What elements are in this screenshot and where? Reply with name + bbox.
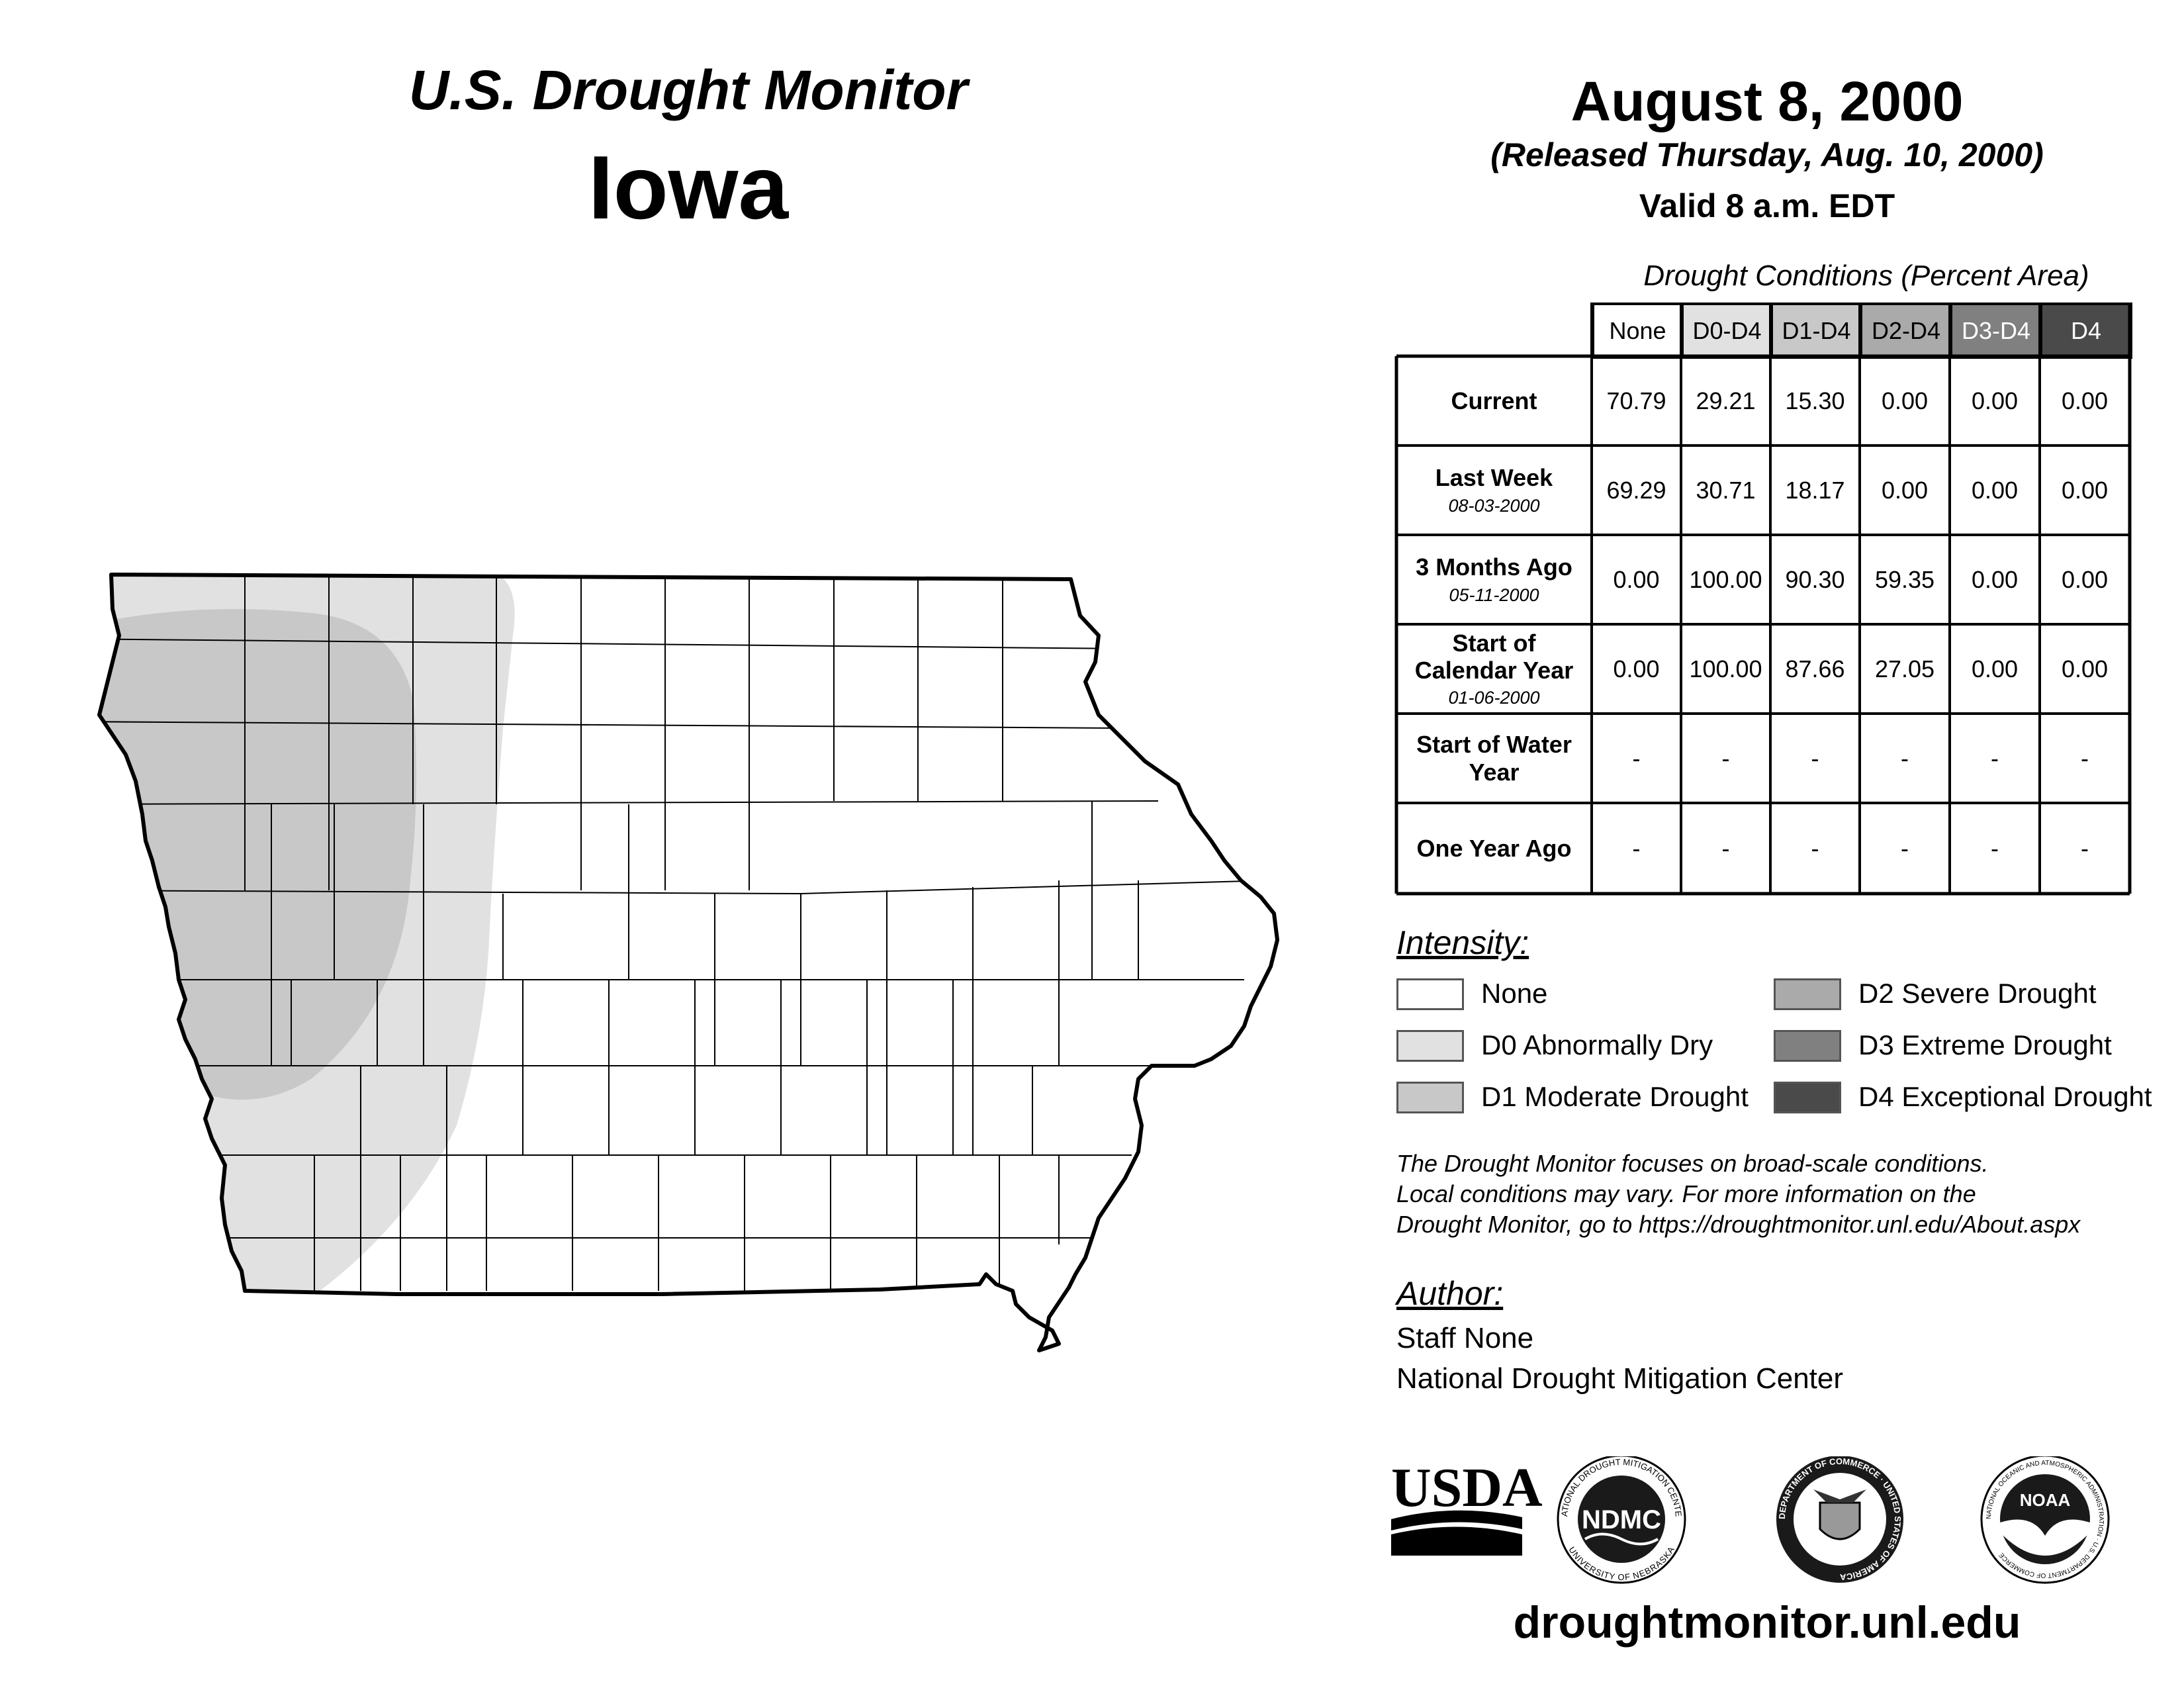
ndmc-text: NDMC <box>1582 1505 1661 1534</box>
iowa-drought-map <box>97 573 1279 1352</box>
table-cell: 0.00 <box>1613 655 1660 682</box>
row-label: Start of Water Year <box>1396 714 1592 803</box>
column-header: D4 <box>2040 303 2132 359</box>
table-cell: - <box>1991 834 1999 862</box>
legend-label: D3 Extreme Drought <box>1858 1029 2112 1060</box>
table-cell: 0.00 <box>1971 655 2019 682</box>
column-header: None <box>1592 303 1684 359</box>
table-cell: - <box>1721 834 1730 862</box>
row-label-text: Start of Calendar Year <box>1414 629 1574 684</box>
row-date: 08-03-2000 <box>1448 495 1540 516</box>
table-cell: 70.79 <box>1606 387 1666 414</box>
table-cell: 0.00 <box>1613 565 1660 593</box>
table-caption: Drought Conditions (Percent Area) <box>1643 259 2089 292</box>
table-cell: 0.00 <box>1971 387 2019 414</box>
table-cell: - <box>1811 744 1819 772</box>
row-label: 3 Months Ago 05-11-2000 <box>1396 535 1592 624</box>
agency-logos: USDA NDMC NATIONAL DROUGHT MITIGATION CE… <box>1391 1456 2110 1584</box>
legend-label: None <box>1481 978 1548 1009</box>
table-cell: 69.29 <box>1606 476 1666 504</box>
row-label: Current <box>1396 356 1592 445</box>
footer-url[interactable]: droughtmonitor.unl.edu <box>1513 1597 2021 1648</box>
note-line: The Drought Monitor focuses on broad-sca… <box>1396 1150 1989 1177</box>
table-cell: 0.00 <box>1881 476 1929 504</box>
table-cell: - <box>1901 744 1909 772</box>
author-org: National Drought Mitigation Center <box>1396 1362 1844 1395</box>
row-label-text: 3 Months Ago <box>1416 553 1572 581</box>
map-date: August 8, 2000 <box>1570 70 1964 132</box>
legend-swatch <box>1396 1030 1464 1062</box>
county-lines <box>99 575 1271 1291</box>
disclaimer-note: The Drought Monitor focuses on broad-sca… <box>1396 1149 2177 1240</box>
legend-swatch <box>1396 1082 1464 1113</box>
row-date: 05-11-2000 <box>1449 585 1539 605</box>
table-cell: 100.00 <box>1689 565 1762 593</box>
note-line: Local conditions may vary. For more info… <box>1396 1180 1976 1207</box>
row-label: Last Week 08-03-2000 <box>1396 445 1592 535</box>
legend-swatch <box>1774 1082 1841 1113</box>
noaa-text: NOAA <box>2020 1490 2071 1510</box>
legend-label: D4 Exceptional Drought <box>1858 1081 2152 1112</box>
table-cell: - <box>1811 834 1819 862</box>
table-cell: 0.00 <box>2061 565 2109 593</box>
table-cell: 87.66 <box>1785 655 1845 682</box>
table-cell: - <box>1632 834 1641 862</box>
legend-label: D2 Severe Drought <box>1858 978 2097 1009</box>
row-label-text: Current <box>1451 387 1537 414</box>
row-date: 01-06-2000 <box>1448 688 1540 708</box>
table-cell: - <box>1901 834 1909 862</box>
row-label-text: One Year Ago <box>1416 834 1572 862</box>
table-cell: 18.17 <box>1785 476 1845 504</box>
table-cell: 15.30 <box>1785 387 1845 414</box>
table-cell: 0.00 <box>1881 387 1929 414</box>
table-cell: 59.35 <box>1874 565 1935 593</box>
release-date: (Released Thursday, Aug. 10, 2000) <box>1490 136 2044 173</box>
table-cell: - <box>1991 744 1999 772</box>
table-cell: 0.00 <box>2061 476 2109 504</box>
table-cell: 90.30 <box>1785 565 1845 593</box>
table-cell: - <box>2081 834 2089 862</box>
note-line: Drought Monitor, go to https://droughtmo… <box>1396 1211 2081 1238</box>
table-cell: 100.00 <box>1689 655 1762 682</box>
noaa-logo: NOAA NATIONAL OCEANIC AND ATMOSPHERIC AD… <box>1980 1456 2110 1584</box>
valid-time: Valid 8 a.m. EDT <box>1639 187 1895 224</box>
table-cell: 30.71 <box>1696 476 1756 504</box>
ndmc-logo: NDMC NATIONAL DROUGHT MITIGATION CENTER … <box>1557 1456 1686 1584</box>
table-grid <box>1394 303 2132 896</box>
author-name: Staff None <box>1396 1322 1534 1354</box>
row-label: Start of Calendar Year 01-06-2000 <box>1396 624 1592 714</box>
iowa-outline <box>97 573 1279 1352</box>
legend-label: D1 Moderate Drought <box>1481 1081 1749 1112</box>
row-label-text: Last Week <box>1435 464 1553 492</box>
table-cell: 0.00 <box>1971 565 2019 593</box>
state-name: Iowa <box>588 137 789 238</box>
usda-wordmark: USDA <box>1391 1457 1543 1519</box>
table-cell: 0.00 <box>2061 655 2109 682</box>
row-label: One Year Ago <box>1396 803 1592 894</box>
column-header: D2-D4 <box>1860 303 1952 359</box>
table-cell: 29.21 <box>1696 387 1756 414</box>
table-cell: - <box>2081 744 2089 772</box>
legend-title: Intensity: <box>1396 924 1529 961</box>
row-label-text: Start of Water Year <box>1416 731 1572 786</box>
table-cell: 27.05 <box>1874 655 1935 682</box>
legend-label: D0 Abnormally Dry <box>1481 1029 1713 1060</box>
legend-swatch <box>1774 1030 1841 1062</box>
table-cell: - <box>1632 744 1641 772</box>
author-heading: Author: <box>1396 1275 1504 1312</box>
legend-swatch <box>1396 978 1464 1010</box>
table-cell: 0.00 <box>2061 387 2109 414</box>
map-title: U.S. Drought Monitor <box>408 59 968 121</box>
table-cell: - <box>1721 744 1730 772</box>
table-cell: 0.00 <box>1971 476 2019 504</box>
commerce-seal: DEPARTMENT OF COMMERCE · UNITED STATES O… <box>1776 1456 1903 1583</box>
usda-logo: USDA <box>1391 1457 1543 1556</box>
legend-swatch <box>1774 978 1841 1010</box>
